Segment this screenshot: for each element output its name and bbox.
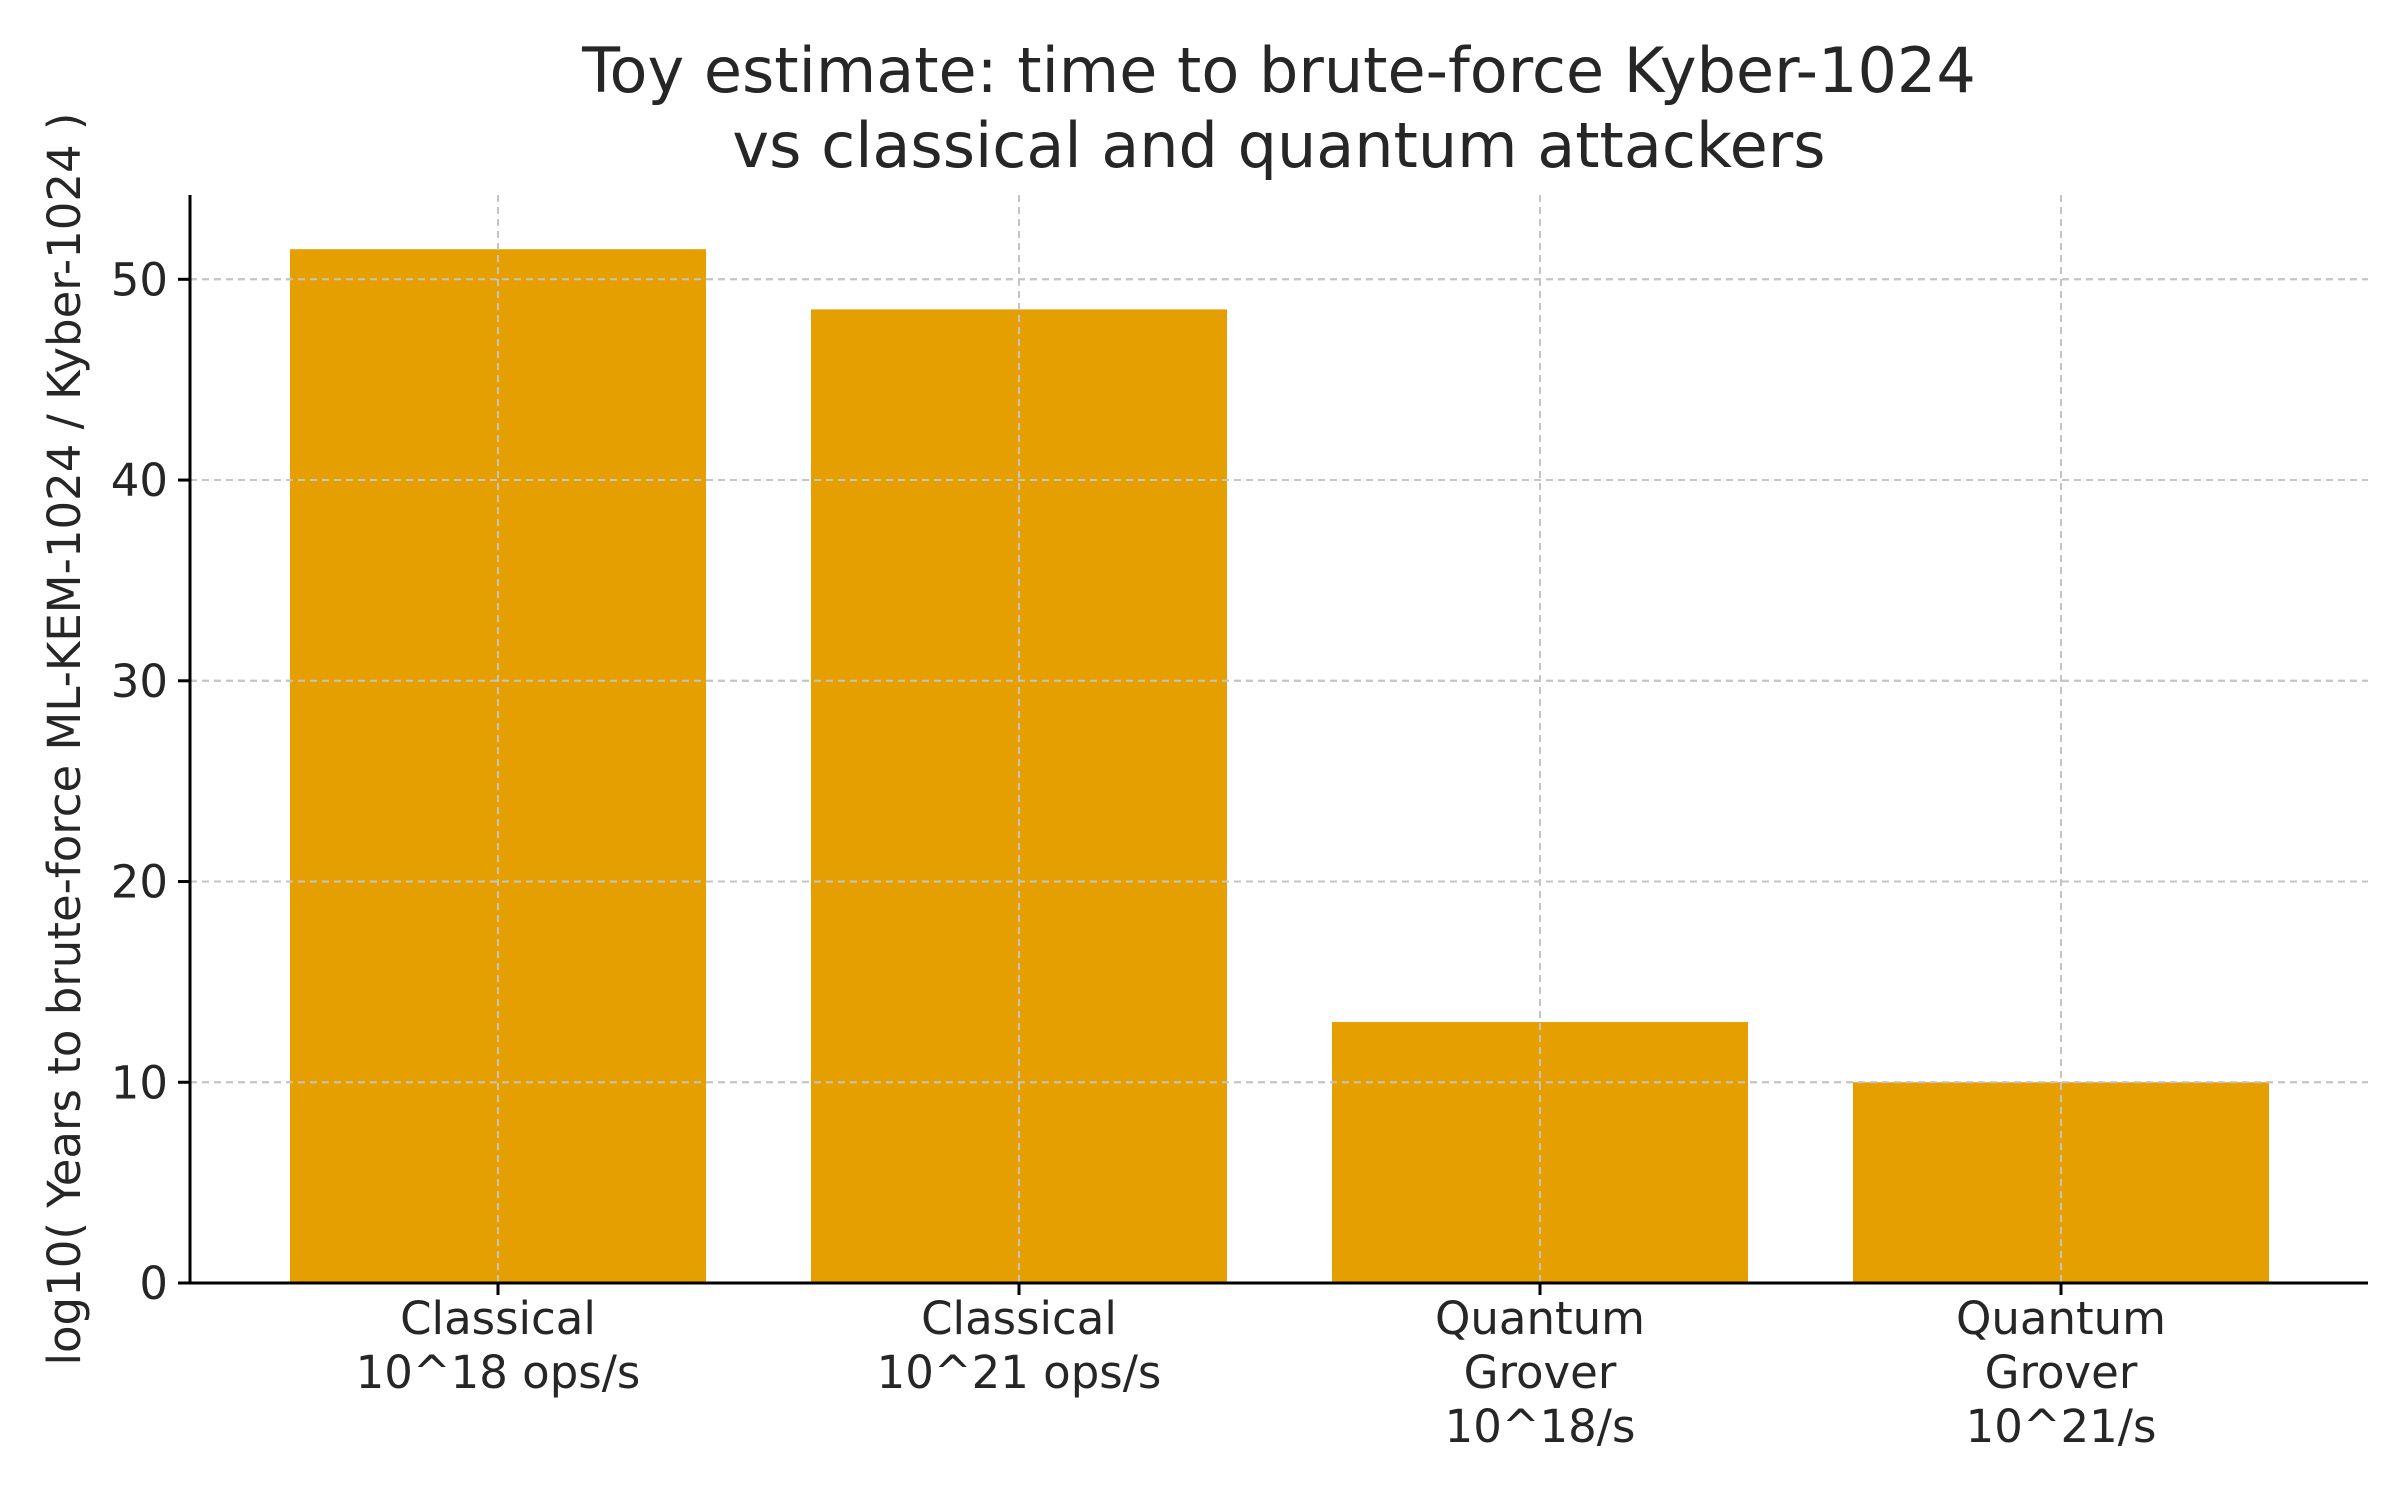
axes [188, 195, 2368, 1285]
x-tick-label-line: Grover [1464, 1346, 1617, 1399]
x-tick-label: Quantum Grover 10^21/s [1956, 1292, 2166, 1453]
y-tick-label: 40 [111, 454, 168, 507]
x-tick-label-line: 10^21/s [1966, 1400, 2157, 1453]
y-tick-label: 0 [139, 1257, 168, 1310]
x-tick-label-line: Classical [921, 1292, 1117, 1345]
y-tick-label: 30 [111, 655, 168, 708]
x-tick-label-line: 10^18/s [1445, 1400, 1636, 1453]
y-tick-label: 20 [111, 856, 168, 909]
y-axis-label: log10( Years to brute-force ML-KEM-1024 … [38, 113, 91, 1366]
chart-title-line: vs classical and quantum attackers [732, 109, 1825, 182]
bars [190, 195, 2368, 1284]
y-tick-label: 50 [111, 253, 168, 306]
x-tick-label-line: Quantum [1435, 1292, 1645, 1345]
chart-title-line: Toy estimate: time to brute-force Kyber-… [581, 34, 1976, 107]
y-ticks: 0 10 20 30 40 50 [111, 253, 190, 1310]
x-tick-label-line: 10^18 ops/s [356, 1346, 641, 1399]
x-tick-label: Classical 10^18 ops/s [356, 1292, 641, 1399]
x-tick-label: Quantum Grover 10^18/s [1435, 1292, 1645, 1453]
x-tick-label-line: Quantum [1956, 1292, 2166, 1345]
chart-title: Toy estimate: time to brute-force Kyber-… [581, 34, 1976, 182]
x-tick-label-line: 10^21 ops/s [877, 1346, 1162, 1399]
y-tick-label: 10 [111, 1056, 168, 1109]
x-tick-label-line: Classical [400, 1292, 596, 1345]
x-tick-label: Classical 10^21 ops/s [877, 1292, 1162, 1399]
x-tick-label-line: Grover [1985, 1346, 2138, 1399]
